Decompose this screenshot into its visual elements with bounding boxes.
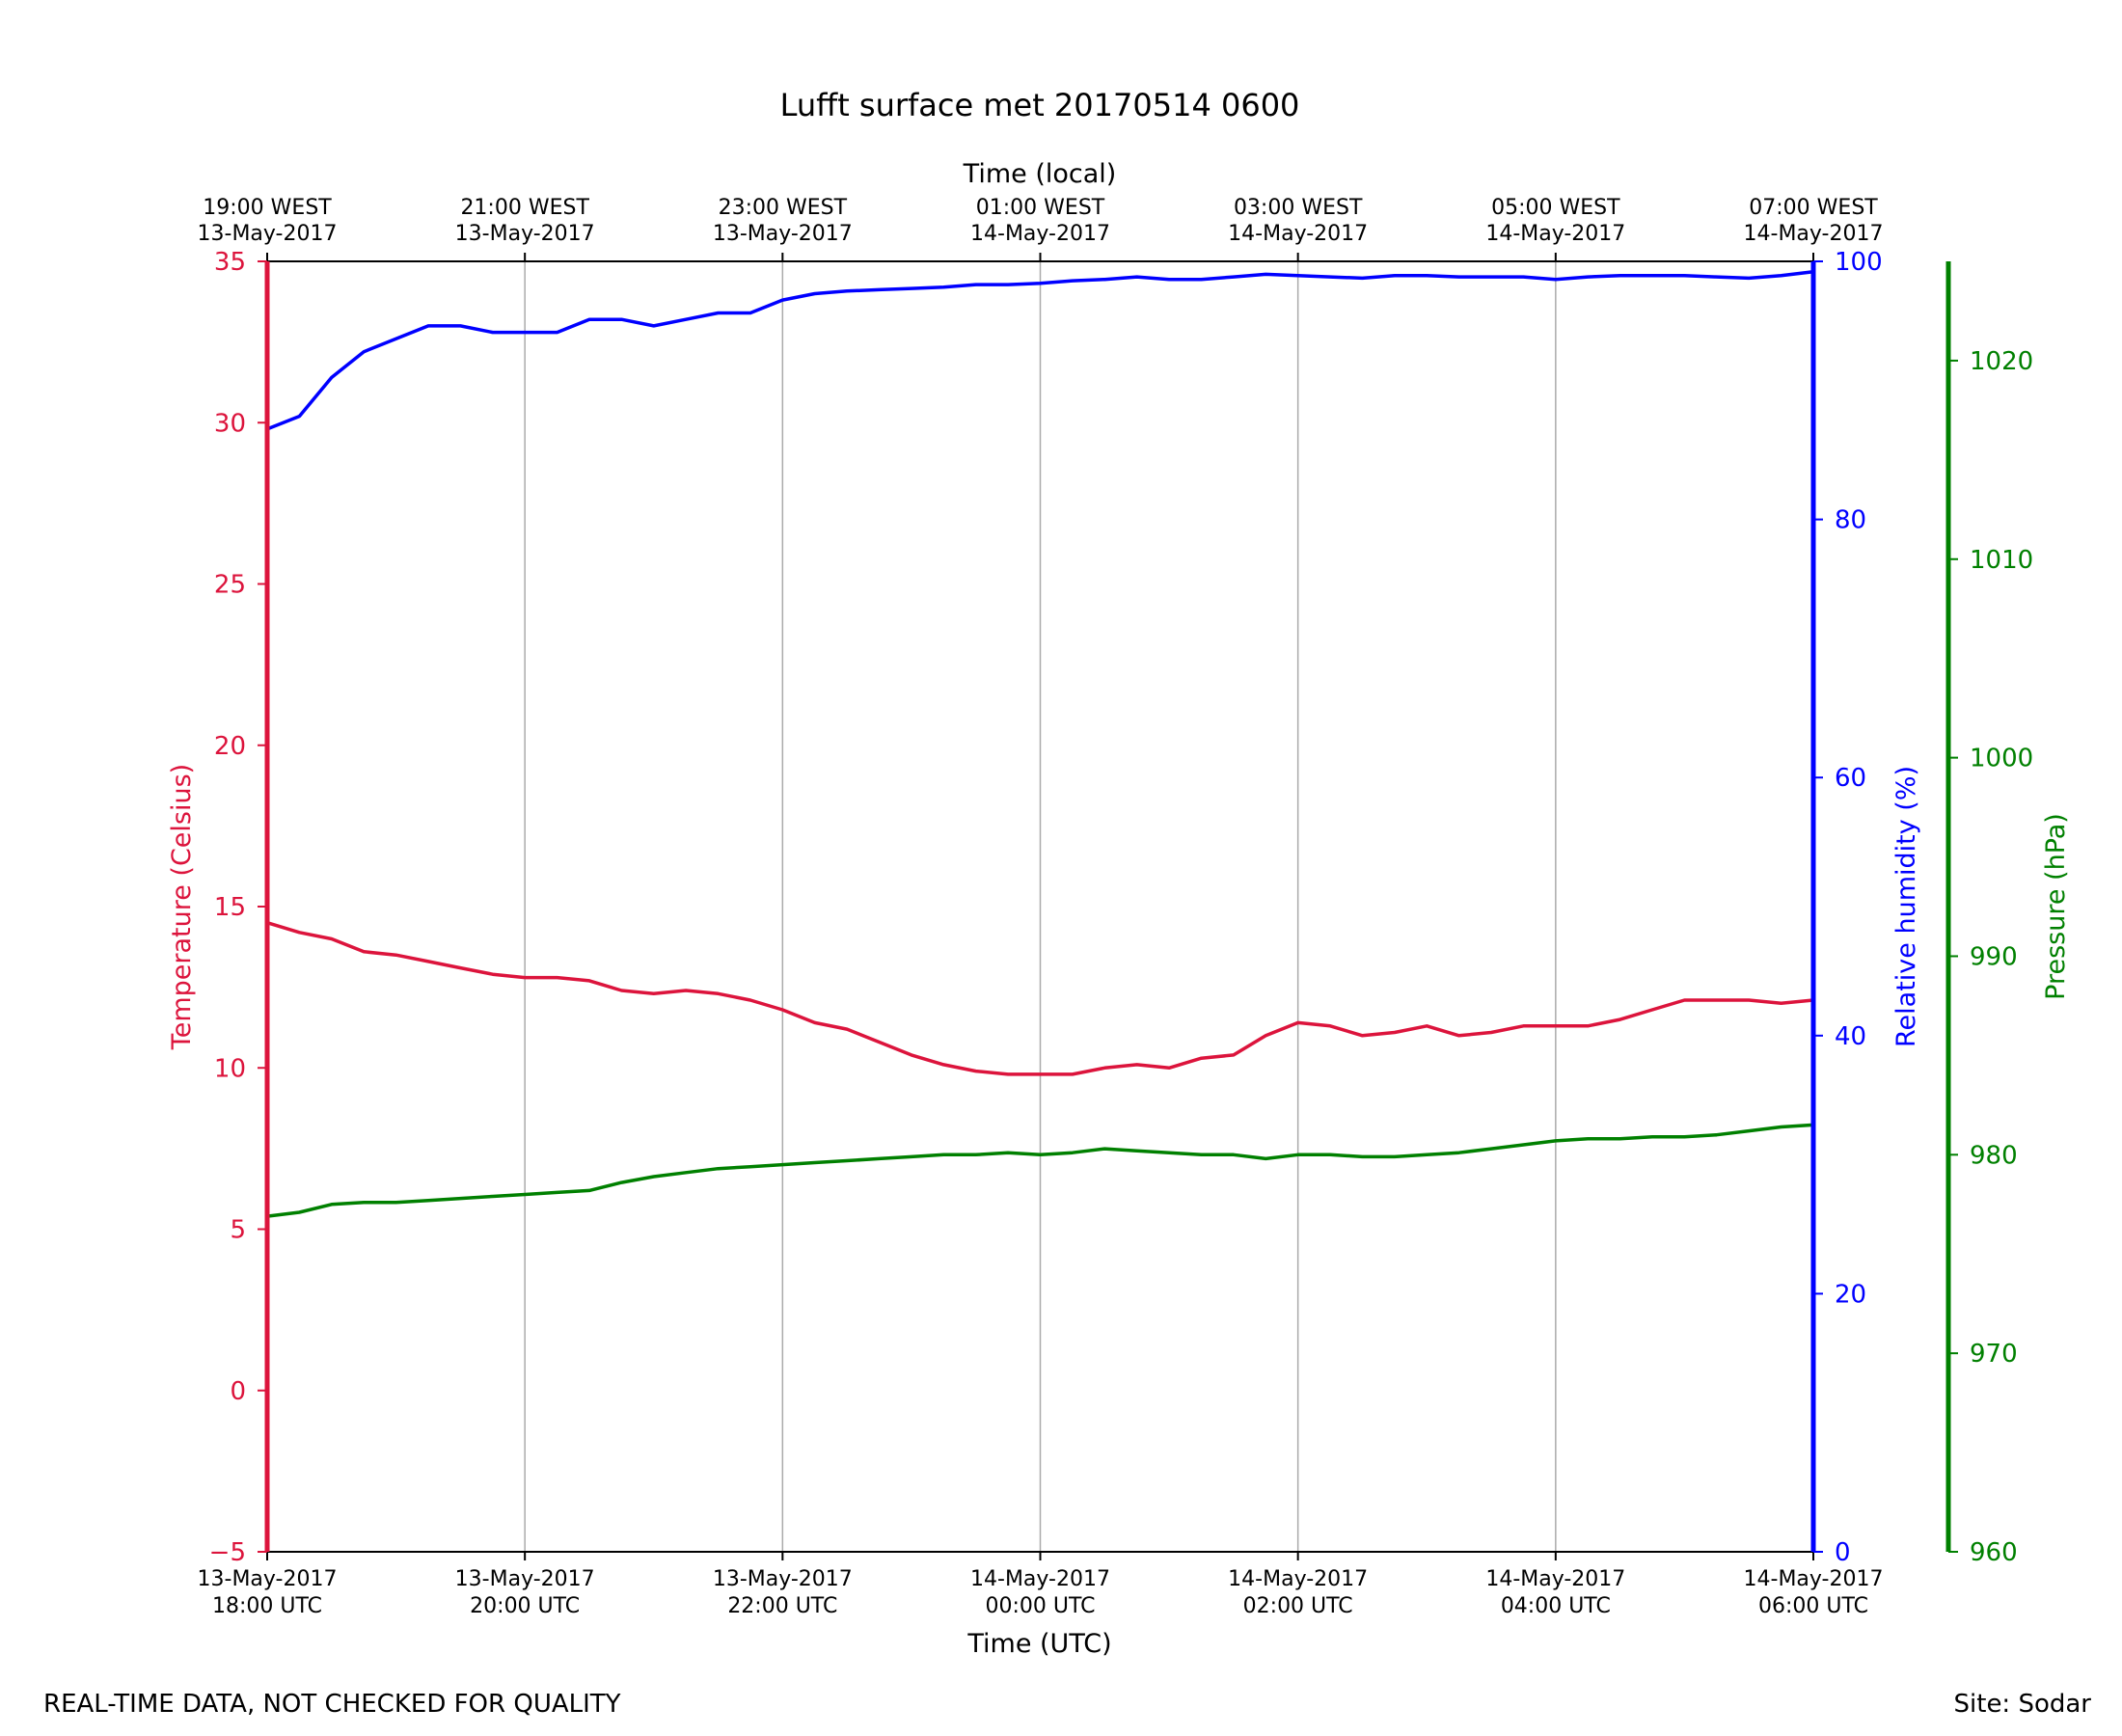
temp-tick-label: 0 [230, 1377, 246, 1406]
x-tick-label: 06:00 UTC [1758, 1594, 1868, 1618]
x2-tick-label: 03:00 WEST [1234, 196, 1363, 220]
x-axis-label: Time (UTC) [966, 1629, 1111, 1659]
temp-series-line [266, 921, 1814, 1076]
x-axis-ticks: 13-May-2017 18:00 UTC 13-May-2017 20:00 UTC… [198, 1552, 1884, 1618]
temp-tick-label: 5 [230, 1216, 246, 1245]
x2-tick-label: 13-May-2017 [198, 222, 338, 246]
x2-tick-label: 07:00 WEST [1749, 196, 1878, 220]
pres-tick-label: 1010 [1970, 546, 2033, 575]
temp-tick-label: 20 [214, 732, 246, 761]
grid [524, 261, 1557, 1552]
chart-title: Lufft surface met 20170514 0600 [780, 87, 1300, 123]
pressure-axis-label: Pressure (hPa) [2041, 813, 2071, 1000]
x2-tick-label: 19:00 WEST [203, 196, 332, 220]
pressure-axis: 960 970 980 990 1000 1010 1020 [1945, 261, 2033, 1567]
temp-tick-label: 25 [214, 571, 246, 600]
rh-tick-label: 0 [1835, 1538, 1851, 1567]
x-tick-label: 02:00 UTC [1243, 1594, 1353, 1618]
x2-tick-label: 14-May-2017 [1744, 222, 1884, 246]
temp-tick-label: 10 [214, 1054, 246, 1083]
pres-tick-label: 980 [1970, 1141, 2018, 1170]
x2-tick-label: 14-May-2017 [970, 222, 1110, 246]
pres-tick-label: 1020 [1970, 347, 2033, 376]
pres-tick-label: 960 [1970, 1538, 2018, 1567]
rh-tick-label: 80 [1835, 506, 1866, 535]
x2-tick-label: 05:00 WEST [1491, 196, 1620, 220]
x2-tick-label: 21:00 WEST [460, 196, 589, 220]
temperature-axis-label: Temperature (Celsius) [167, 764, 197, 1050]
x-tick-label: 13-May-2017 [713, 1567, 853, 1591]
x-tick-label: 22:00 UTC [727, 1594, 837, 1618]
rh-tick-label: 60 [1835, 764, 1866, 793]
x-tick-label: 20:00 UTC [470, 1594, 580, 1618]
x2-tick-label: 13-May-2017 [455, 222, 595, 246]
x-tick-label: 18:00 UTC [212, 1594, 322, 1618]
x-tick-label: 14-May-2017 [970, 1567, 1110, 1591]
rh-tick-label: 100 [1835, 248, 1883, 277]
x-tick-label: 00:00 UTC [985, 1594, 1095, 1618]
x-tick-label: 13-May-2017 [455, 1567, 595, 1591]
pres-tick-label: 1000 [1970, 745, 2033, 773]
pres-tick-label: 970 [1970, 1340, 2018, 1369]
temperature-axis: −5 0 5 10 15 20 25 30 35 [209, 248, 270, 1567]
x-tick-label: 14-May-2017 [1485, 1567, 1625, 1591]
pres-tick-label: 990 [1970, 942, 2018, 971]
temp-tick-label: −5 [209, 1538, 246, 1567]
x2-tick-label: 14-May-2017 [1485, 222, 1625, 246]
x2-tick-label: 23:00 WEST [719, 196, 848, 220]
rh-series-line [266, 269, 1814, 431]
pres-series-line [266, 1123, 1814, 1218]
temp-tick-label: 15 [214, 893, 246, 922]
humidity-axis-label: Relative humidity (%) [1891, 766, 1921, 1047]
humidity-axis: 0 20 40 60 80 100 [1810, 248, 1883, 1567]
x-tick-label: 14-May-2017 [1228, 1567, 1368, 1591]
quality-note: REAL-TIME DATA, NOT CHECKED FOR QUALITY [43, 1690, 621, 1719]
temp-tick-label: 35 [214, 248, 246, 277]
x-tick-label: 04:00 UTC [1501, 1594, 1611, 1618]
temp-tick-label: 30 [214, 409, 246, 438]
x2-tick-label: 13-May-2017 [713, 222, 853, 246]
series-lines [266, 269, 1814, 1218]
x2-tick-label: 01:00 WEST [976, 196, 1105, 220]
x2-axis-label: Time (local) [963, 159, 1117, 189]
rh-tick-label: 40 [1835, 1022, 1866, 1051]
rh-tick-label: 20 [1835, 1280, 1866, 1309]
x-tick-label: 13-May-2017 [198, 1567, 338, 1591]
site-label: Site: Sodar [1954, 1690, 2092, 1719]
x-tick-label: 14-May-2017 [1744, 1567, 1884, 1591]
x2-tick-label: 14-May-2017 [1228, 222, 1368, 246]
